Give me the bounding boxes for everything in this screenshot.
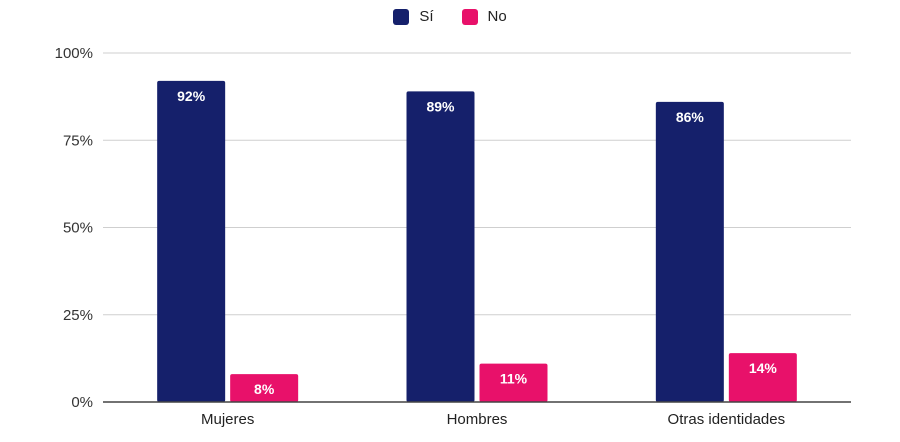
bar: [479, 363, 548, 402]
data-label: 89%: [426, 98, 455, 114]
bar: [406, 91, 475, 402]
legend-label-no: No: [487, 8, 507, 25]
x-tick-label: Otras identidades: [668, 411, 786, 428]
bar: [728, 353, 797, 402]
legend-item-no: No: [461, 8, 507, 25]
legend-swatch-si: [393, 8, 410, 25]
x-tick-label: Mujeres: [201, 411, 254, 428]
y-tick-label: 75%: [63, 132, 93, 149]
legend-item-si: Sí: [393, 8, 434, 25]
y-tick-label: 100%: [55, 45, 93, 62]
y-tick-label: 50%: [63, 220, 93, 237]
y-tick-label: 0%: [71, 394, 93, 411]
legend: Sí No: [0, 8, 900, 25]
data-label: 92%: [177, 88, 206, 104]
bar: [230, 374, 299, 402]
legend-label-si: Sí: [419, 8, 434, 25]
data-label: 8%: [254, 381, 275, 397]
x-tick-label: Hombres: [447, 411, 508, 428]
data-label: 14%: [749, 360, 778, 376]
data-label: 86%: [676, 109, 705, 125]
bar: [157, 80, 226, 403]
bar: [655, 101, 724, 403]
y-tick-label: 25%: [63, 307, 93, 324]
legend-swatch-no: [461, 8, 478, 25]
data-label: 11%: [500, 371, 528, 387]
